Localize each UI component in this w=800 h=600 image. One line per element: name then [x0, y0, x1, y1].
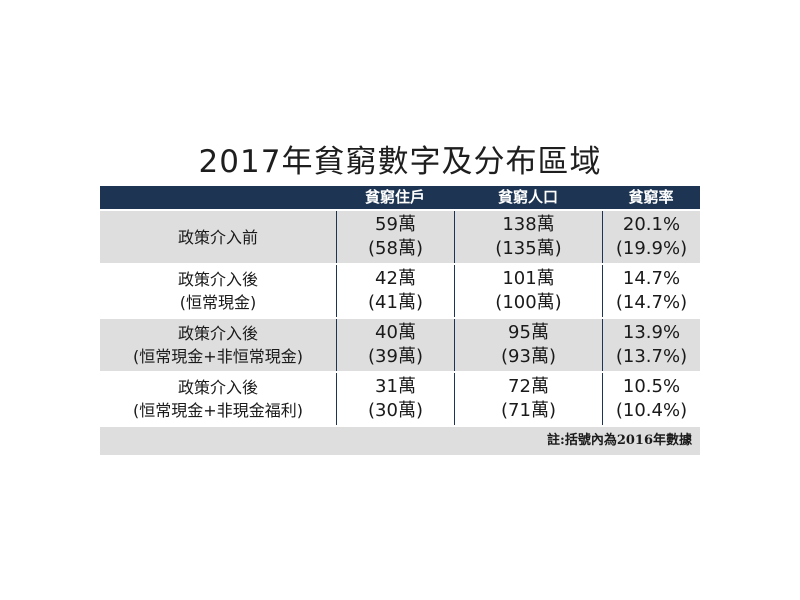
- table-row: 政策介入前 59萬 (58萬) 138萬 (135萬) 20.1% (19.9%…: [100, 211, 700, 263]
- population-cell: 95萬 (93萬): [454, 319, 602, 371]
- header-households: 貧窮住戶: [364, 188, 425, 206]
- population-cell: 101萬 (100萬): [454, 265, 602, 317]
- row-label-line: 政策介入後: [177, 378, 258, 397]
- population-prev-value: (135萬): [495, 238, 562, 259]
- population-value: 72萬: [508, 376, 549, 397]
- households-cell: 40萬 (39萬): [336, 319, 454, 371]
- households-cell: 59萬 (58萬): [336, 211, 454, 263]
- rate-value: 10.5%: [622, 376, 681, 397]
- population-cell: 138萬 (135萬): [454, 211, 602, 263]
- rate-prev-value: (10.4%): [615, 400, 688, 421]
- row-label: 政策介入後 (恒常現金+非現金福利): [100, 373, 336, 425]
- households-prev-value: (39萬): [368, 346, 423, 367]
- population-prev-value: (93萬): [501, 346, 556, 367]
- households-cell: 42萬 (41萬): [336, 265, 454, 317]
- poverty-table: 貧窮住戶 貧窮人口 貧窮率 政策介入前 59萬 (58萬) 138萬 (135萬…: [100, 186, 700, 455]
- table-row: 政策介入後 (恒常現金+非恒常現金) 40萬 (39萬) 95萬 (93萬) 1…: [100, 319, 700, 371]
- households-prev-value: (41萬): [368, 292, 423, 313]
- rate-value: 20.1%: [622, 214, 681, 235]
- households-value: 31萬: [375, 376, 416, 397]
- row-label-line: 政策介入後: [177, 324, 258, 343]
- row-label-line: 政策介入前: [177, 227, 258, 247]
- rate-value: 13.9%: [622, 322, 681, 343]
- households-prev-value: (58萬): [368, 238, 423, 259]
- row-label: 政策介入後 (恒常現金+非恒常現金): [100, 319, 336, 371]
- rate-cell: 20.1% (19.9%): [602, 211, 700, 263]
- row-label: 政策介入前: [100, 211, 336, 263]
- header-poverty-rate: 貧窮率: [628, 188, 674, 206]
- households-value: 59萬: [375, 214, 416, 235]
- table-header-row: 貧窮住戶 貧窮人口 貧窮率: [100, 186, 700, 209]
- row-label-sub: (恒常現金+非恒常現金): [133, 347, 303, 366]
- population-prev-value: (100萬): [495, 292, 562, 313]
- population-prev-value: (71萬): [501, 400, 556, 421]
- rate-cell: 10.5% (10.4%): [602, 373, 700, 425]
- rate-prev-value: (14.7%): [615, 292, 688, 313]
- rate-cell: 14.7% (14.7%): [602, 265, 700, 317]
- households-value: 40萬: [375, 322, 416, 343]
- households-prev-value: (30萬): [368, 400, 423, 421]
- rate-value: 14.7%: [622, 268, 681, 289]
- population-value: 138萬: [502, 214, 555, 235]
- table-title: 2017年貧窮數字及分布區域: [198, 144, 602, 180]
- table-row: 政策介入後 (恒常現金+非現金福利) 31萬 (30萬) 72萬 (71萬) 1…: [100, 373, 700, 425]
- header-population: 貧窮人口: [497, 188, 558, 206]
- households-value: 42萬: [375, 268, 416, 289]
- population-value: 95萬: [508, 322, 549, 343]
- population-value: 101萬: [502, 268, 555, 289]
- rate-prev-value: (19.9%): [615, 238, 688, 259]
- table-footnote: 註:括號內為2016年數據: [100, 427, 700, 455]
- population-cell: 72萬 (71萬): [454, 373, 602, 425]
- row-label-line: 政策介入後: [177, 270, 258, 289]
- rate-prev-value: (13.7%): [615, 346, 688, 367]
- households-cell: 31萬 (30萬): [336, 373, 454, 425]
- table-row: 政策介入後 (恒常現金) 42萬 (41萬) 101萬 (100萬) 14.7%…: [100, 265, 700, 317]
- row-label: 政策介入後 (恒常現金): [100, 265, 336, 317]
- row-label-sub: (恒常現金): [179, 293, 257, 312]
- rate-cell: 13.9% (13.7%): [602, 319, 700, 371]
- row-label-sub: (恒常現金+非現金福利): [133, 401, 303, 420]
- header-label-cell: [100, 186, 336, 209]
